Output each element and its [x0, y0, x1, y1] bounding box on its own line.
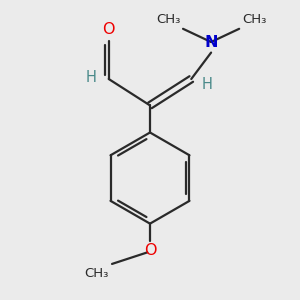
Text: CH₃: CH₃	[242, 13, 266, 26]
Text: N: N	[204, 35, 218, 50]
Text: O: O	[103, 22, 115, 37]
Text: H: H	[202, 77, 213, 92]
Text: H: H	[85, 70, 96, 85]
Text: O: O	[144, 244, 156, 259]
Text: CH₃: CH₃	[156, 13, 180, 26]
Text: CH₃: CH₃	[84, 267, 109, 280]
